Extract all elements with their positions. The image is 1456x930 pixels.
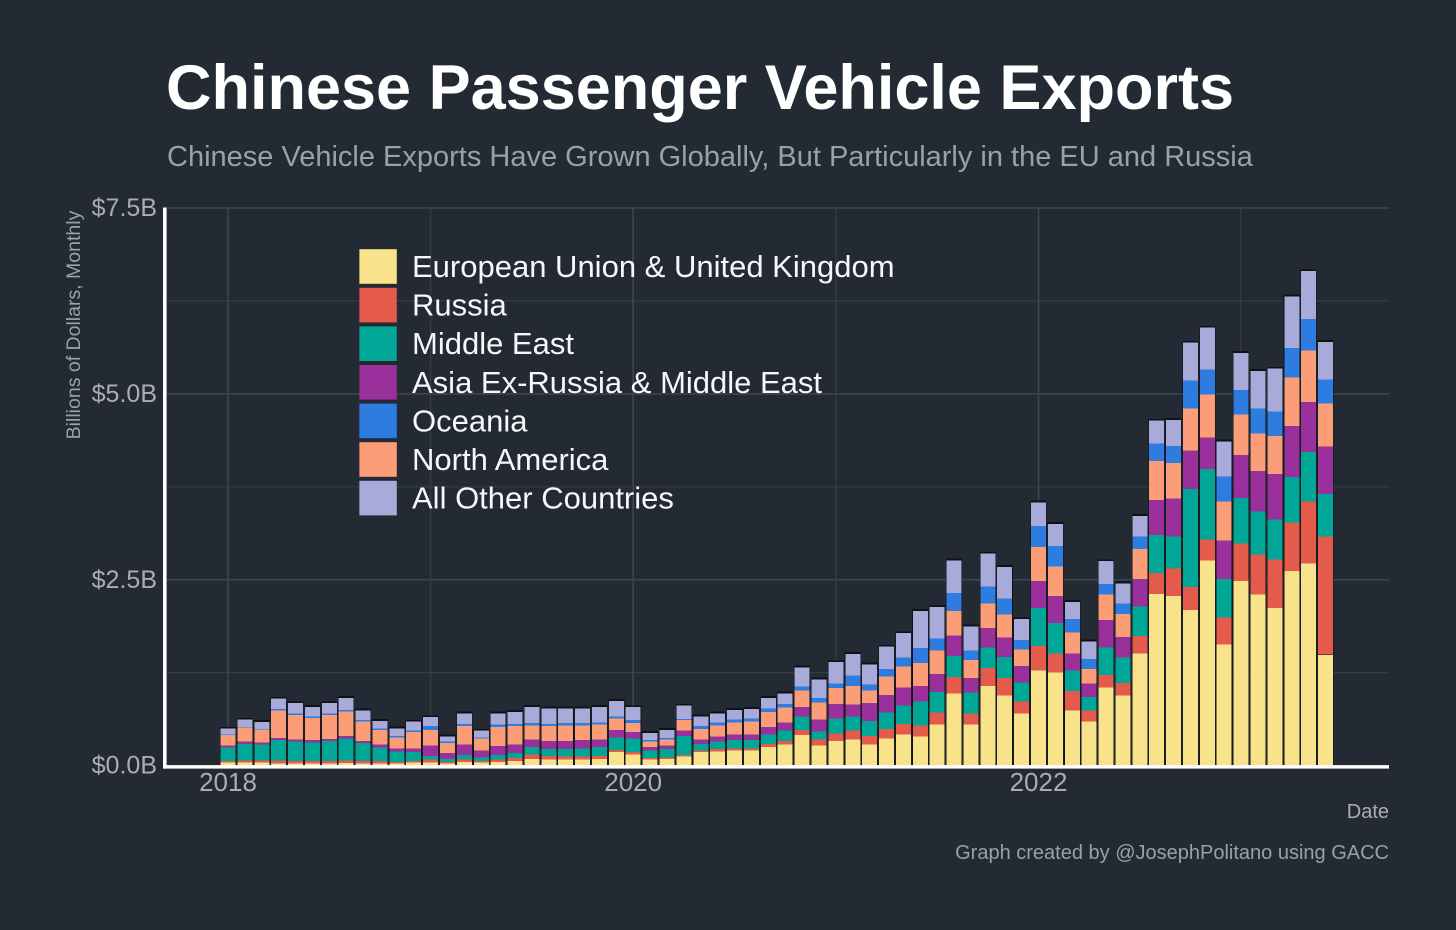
svg-text:Billions of Dollars, Monthly: Billions of Dollars, Monthly (63, 210, 85, 439)
svg-text:2020: 2020 (604, 767, 662, 797)
svg-text:Graph created by @JosephPolita: Graph created by @JosephPolitano using G… (955, 842, 1389, 864)
svg-text:$2.5B: $2.5B (92, 566, 157, 594)
svg-text:Chinese Passenger Vehicle Expo: Chinese Passenger Vehicle Exports (166, 53, 1234, 123)
svg-text:$5.0B: $5.0B (92, 380, 157, 408)
svg-text:Oceania: Oceania (412, 403, 528, 438)
svg-text:All Other Countries: All Other Countries (412, 481, 674, 516)
svg-text:2022: 2022 (1010, 767, 1068, 797)
svg-text:Middle East: Middle East (412, 326, 574, 361)
svg-text:North America: North America (412, 442, 609, 477)
svg-text:$0.0B: $0.0B (92, 752, 157, 780)
svg-text:Date: Date (1347, 801, 1389, 823)
svg-text:2018: 2018 (199, 767, 257, 797)
svg-text:Asia Ex-Russia & Middle East: Asia Ex-Russia & Middle East (412, 365, 822, 400)
svg-text:Russia: Russia (412, 288, 508, 323)
svg-text:Chinese Vehicle Exports Have G: Chinese Vehicle Exports Have Grown Globa… (167, 141, 1254, 173)
svg-text:European Union & United Kingdo: European Union & United Kingdom (412, 249, 895, 284)
svg-text:$7.5B: $7.5B (92, 194, 157, 222)
